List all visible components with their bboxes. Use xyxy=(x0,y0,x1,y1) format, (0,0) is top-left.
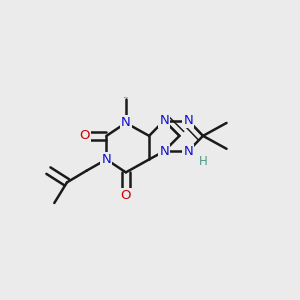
Text: N: N xyxy=(183,145,193,158)
Text: N: N xyxy=(101,153,111,166)
Text: O: O xyxy=(121,189,131,203)
Text: N: N xyxy=(121,116,131,129)
Text: N: N xyxy=(159,114,169,127)
Text: H: H xyxy=(199,155,208,168)
Text: O: O xyxy=(80,129,90,142)
Text: N: N xyxy=(183,114,193,127)
Text: N: N xyxy=(159,145,169,158)
Text: methyl: methyl xyxy=(123,96,128,98)
